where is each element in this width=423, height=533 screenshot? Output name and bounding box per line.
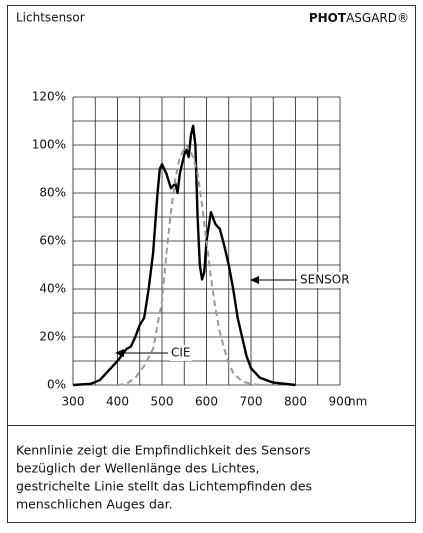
series-line (72, 124, 296, 387)
y-tick-label: 100% (32, 138, 66, 152)
y-tick-label: 40% (39, 282, 66, 296)
x-tick-label: 800 (284, 395, 307, 409)
brand-bold: PHOT (309, 11, 347, 25)
x-tick-label: 500 (151, 395, 174, 409)
y-tick-label: 80% (39, 186, 66, 200)
x-tick-label: 600 (195, 395, 218, 409)
y-tick-label: 20% (39, 330, 66, 344)
legend-label: SENSOR (300, 273, 350, 287)
footer-line: menschlichen Auges dar. (16, 497, 173, 512)
y-tick-label: 0% (47, 378, 66, 392)
label-bg (170, 345, 192, 361)
card-border (7, 5, 416, 523)
y-tick-label: 60% (39, 234, 66, 248)
legend-label: CIE (171, 346, 191, 360)
brand-rest: ASGARD® (346, 11, 409, 25)
footer-line: Kennlinie zeigt die Empfindlichkeit des … (16, 443, 311, 458)
label-bg (299, 272, 351, 288)
x-tick-label: 400 (106, 395, 129, 409)
brand: PHOTASGARD® (309, 11, 409, 25)
header-title: Lichtsensor (16, 11, 85, 25)
y-tick-label: 120% (32, 90, 66, 104)
series-line (117, 144, 261, 386)
footer-line: bezüglich der Wellenlänge des Lichtes, (16, 461, 259, 476)
arrow-head (115, 349, 124, 357)
x-tick-label: 700 (240, 395, 263, 409)
x-axis-label: nm (348, 395, 367, 409)
x-tick-label: 900 (329, 395, 352, 409)
arrow-head (250, 276, 259, 284)
x-tick-label: 300 (62, 395, 85, 409)
footer-line: gestrichelte Linie stellt das Lichtempfi… (16, 479, 312, 494)
